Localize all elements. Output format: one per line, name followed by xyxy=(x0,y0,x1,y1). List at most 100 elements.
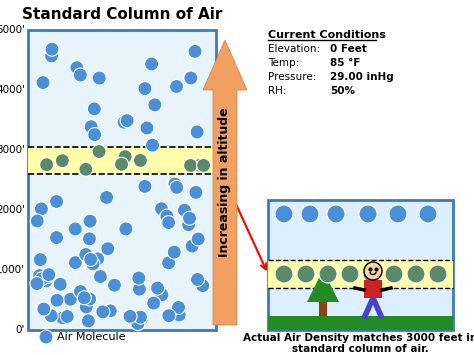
Circle shape xyxy=(39,330,53,344)
Circle shape xyxy=(132,271,146,285)
Circle shape xyxy=(83,214,97,228)
Circle shape xyxy=(93,269,108,284)
Circle shape xyxy=(56,311,70,325)
Circle shape xyxy=(182,211,197,225)
Circle shape xyxy=(160,209,174,223)
Circle shape xyxy=(101,242,115,256)
Text: Standard Column of Air: Standard Column of Air xyxy=(22,7,222,22)
Circle shape xyxy=(84,252,98,267)
Text: 2000': 2000' xyxy=(0,205,25,215)
Circle shape xyxy=(39,274,53,288)
Circle shape xyxy=(73,68,87,82)
Circle shape xyxy=(191,232,205,246)
Circle shape xyxy=(195,277,209,291)
Text: standard column of air.: standard column of air. xyxy=(292,344,429,354)
Circle shape xyxy=(36,76,50,89)
Circle shape xyxy=(301,205,319,223)
Circle shape xyxy=(92,144,106,159)
Circle shape xyxy=(30,277,44,291)
Circle shape xyxy=(364,262,382,280)
Circle shape xyxy=(359,205,377,223)
Bar xyxy=(268,316,453,330)
Circle shape xyxy=(172,308,186,322)
Text: Temp:: Temp: xyxy=(268,58,299,68)
Circle shape xyxy=(87,102,101,116)
Text: 1000': 1000' xyxy=(0,265,25,275)
Circle shape xyxy=(134,310,147,324)
Circle shape xyxy=(91,252,105,266)
Bar xyxy=(319,302,327,316)
Circle shape xyxy=(197,158,210,173)
Circle shape xyxy=(50,231,64,245)
Circle shape xyxy=(115,157,128,171)
Circle shape xyxy=(182,218,196,232)
Circle shape xyxy=(123,310,137,323)
Circle shape xyxy=(68,222,82,236)
Circle shape xyxy=(196,279,210,293)
Circle shape xyxy=(190,125,204,139)
Circle shape xyxy=(275,265,293,283)
Bar xyxy=(28,30,216,330)
Circle shape xyxy=(184,71,198,85)
Circle shape xyxy=(145,57,159,71)
Circle shape xyxy=(30,214,44,228)
Circle shape xyxy=(79,300,93,314)
Circle shape xyxy=(70,61,84,75)
Circle shape xyxy=(429,265,447,283)
Bar xyxy=(268,200,453,330)
Text: Pressure:: Pressure: xyxy=(268,72,316,82)
Circle shape xyxy=(140,121,154,135)
Circle shape xyxy=(35,272,49,286)
Circle shape xyxy=(419,205,437,223)
Circle shape xyxy=(92,71,106,85)
Circle shape xyxy=(35,202,48,216)
Circle shape xyxy=(188,44,202,58)
Circle shape xyxy=(82,232,97,246)
Circle shape xyxy=(151,281,164,295)
Circle shape xyxy=(88,128,101,142)
Circle shape xyxy=(117,115,131,129)
Circle shape xyxy=(40,270,54,284)
Circle shape xyxy=(385,265,403,283)
Text: 29.00 inHg: 29.00 inHg xyxy=(330,72,394,82)
Circle shape xyxy=(170,180,184,195)
Circle shape xyxy=(134,312,148,326)
Circle shape xyxy=(45,49,58,63)
Circle shape xyxy=(82,292,97,306)
Circle shape xyxy=(170,80,183,93)
Circle shape xyxy=(138,82,152,95)
Circle shape xyxy=(138,179,152,193)
Text: Air Molecule: Air Molecule xyxy=(57,332,126,342)
Text: 50%: 50% xyxy=(330,86,355,96)
Circle shape xyxy=(155,202,168,216)
Circle shape xyxy=(131,317,145,331)
Circle shape xyxy=(167,245,181,259)
Circle shape xyxy=(68,256,82,269)
Text: 0 Feet: 0 Feet xyxy=(330,44,367,54)
Text: 5000': 5000' xyxy=(0,25,25,35)
Circle shape xyxy=(363,265,381,283)
Circle shape xyxy=(79,247,93,262)
Circle shape xyxy=(146,296,161,310)
Circle shape xyxy=(185,239,199,253)
Circle shape xyxy=(73,285,88,299)
Circle shape xyxy=(40,158,54,172)
Circle shape xyxy=(191,273,205,286)
Text: Current Conditions: Current Conditions xyxy=(268,30,386,40)
Circle shape xyxy=(64,292,77,306)
Circle shape xyxy=(100,191,114,204)
Circle shape xyxy=(42,268,56,282)
Circle shape xyxy=(193,158,207,172)
Circle shape xyxy=(341,265,359,283)
Circle shape xyxy=(37,302,51,316)
Circle shape xyxy=(53,277,67,291)
Circle shape xyxy=(183,158,198,173)
Circle shape xyxy=(155,288,169,302)
Bar xyxy=(28,147,216,174)
Circle shape xyxy=(172,300,185,315)
Circle shape xyxy=(60,310,74,323)
Circle shape xyxy=(168,177,182,191)
Text: Actual Air Density matches 3000 feet in: Actual Air Density matches 3000 feet in xyxy=(243,333,474,343)
Text: 4000': 4000' xyxy=(0,85,25,95)
Circle shape xyxy=(177,203,191,217)
